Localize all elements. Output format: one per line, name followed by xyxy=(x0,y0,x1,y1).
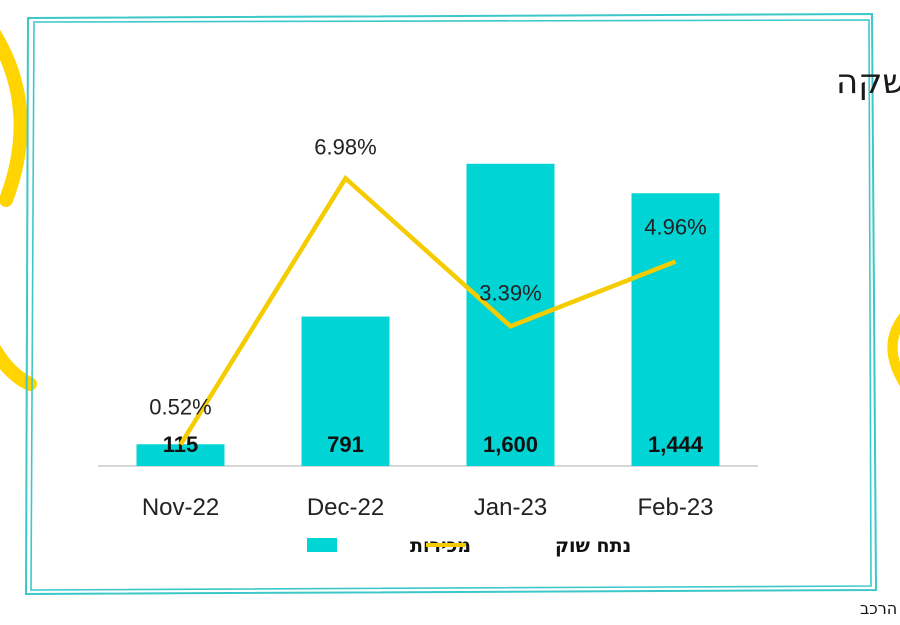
market-share-label: 6.98% xyxy=(314,134,376,159)
bar-value-label: 1,444 xyxy=(648,432,704,457)
frame-stroke xyxy=(24,12,878,596)
x-tick-label: Jan-23 xyxy=(474,494,547,521)
market-share-line xyxy=(178,174,677,446)
chart-title: מכירות מאז ההשקה xyxy=(836,62,900,102)
bar-feb-23 xyxy=(631,193,720,466)
x-tick-label: Dec-22 xyxy=(307,494,384,521)
chart-frame xyxy=(24,12,878,596)
legend: מכירות נתח שוק xyxy=(307,535,631,557)
legend-swatch-sales xyxy=(307,538,337,552)
frame-stroke-inner xyxy=(30,19,872,591)
left-decorative-arc xyxy=(0,30,28,207)
bar-value-label: 1,600 xyxy=(483,432,538,457)
bar-nov-22 xyxy=(136,444,225,466)
x-tick-label: Nov-22 xyxy=(142,494,219,521)
source-footnote: * עפ"י נתוני איגוד יבואני הרכב xyxy=(860,599,900,618)
legend-label-market-share: נתח שוק xyxy=(555,535,631,557)
x-tick-label: Feb-23 xyxy=(637,494,713,521)
right-decorative-arc xyxy=(887,313,900,387)
market-share-label: 0.52% xyxy=(149,395,211,420)
market-share-label: 4.96% xyxy=(644,215,706,240)
bar-value-label: 791 xyxy=(327,432,364,457)
market-share-label: 3.39% xyxy=(479,280,541,305)
bar-dec-22 xyxy=(301,316,390,466)
left-decorative-arc-lower xyxy=(0,345,37,391)
